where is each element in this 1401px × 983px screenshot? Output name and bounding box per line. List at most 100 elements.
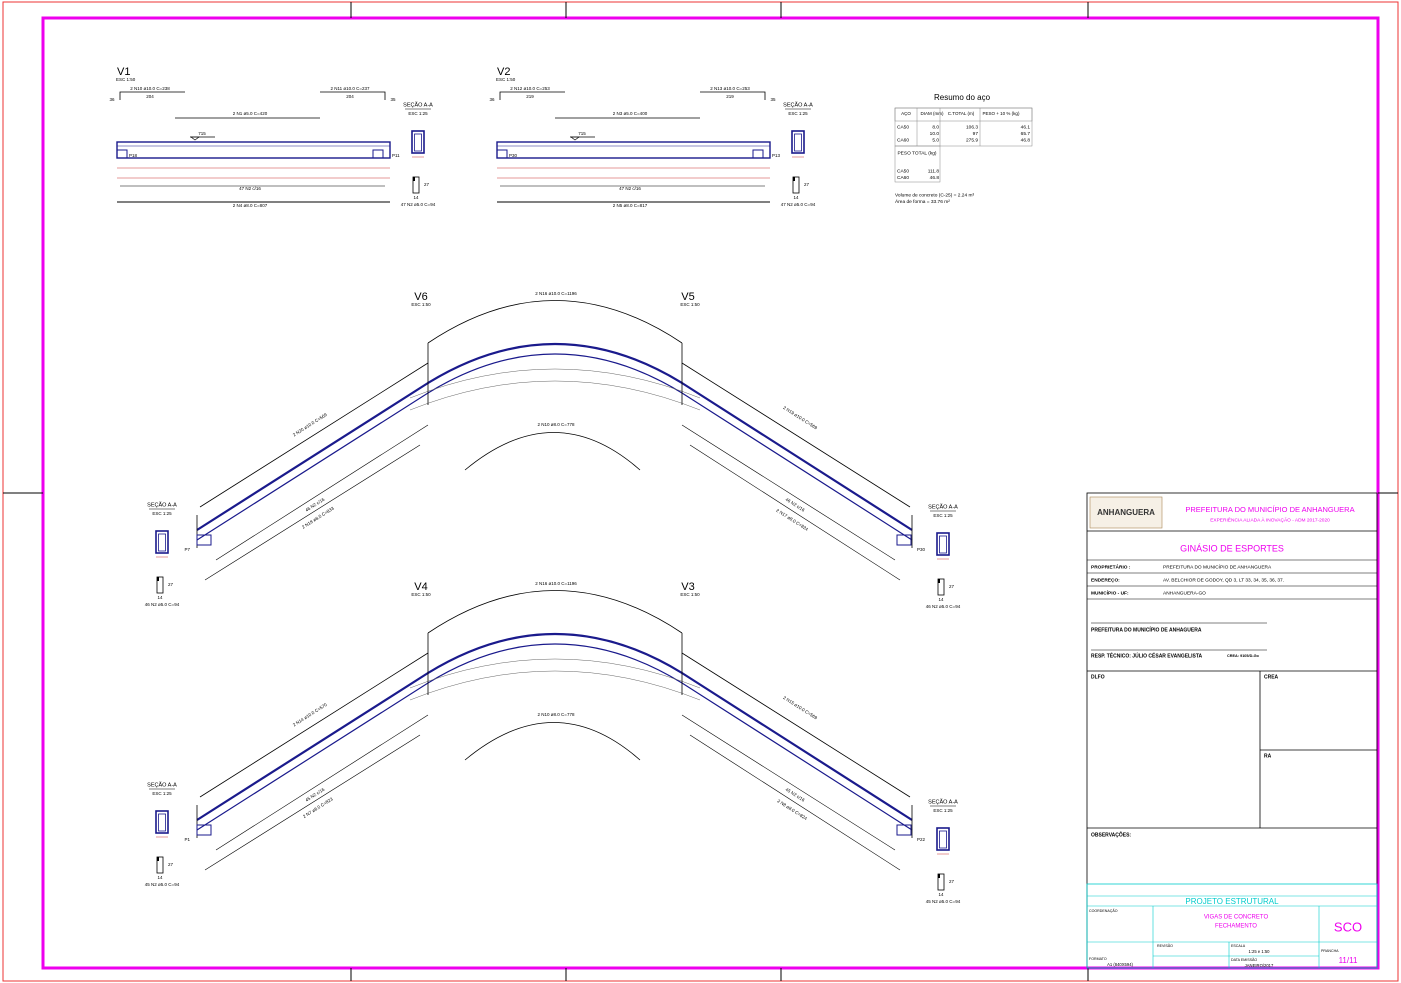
- label: ESC 1:50: [496, 77, 516, 82]
- beam-name: V3: [681, 581, 694, 593]
- label: 35: [390, 97, 396, 102]
- path: [427, 300, 683, 344]
- stirrup-shape: [156, 856, 164, 874]
- line: [215, 424, 429, 561]
- label: PESO TOTAL (kg): [897, 150, 936, 156]
- label: DIAM (mm): [921, 111, 944, 116]
- label: CA50: [897, 124, 909, 130]
- label: JANEIRO/2017: [1245, 963, 1274, 968]
- label: 36: [489, 97, 495, 102]
- label: DLFO: [1091, 674, 1105, 680]
- line: [199, 652, 429, 798]
- label: A1 (840X594): [1107, 962, 1133, 967]
- label: FORMATO: [1089, 957, 1107, 961]
- beam: [196, 633, 913, 821]
- stirrup-fill: [157, 857, 159, 861]
- section-inner: [158, 813, 166, 832]
- logo: ANHANGUERA: [1097, 508, 1155, 517]
- label: P13: [772, 153, 781, 158]
- label: 8.0: [932, 124, 939, 130]
- label: P11: [392, 153, 400, 158]
- stirrup-shape: [156, 576, 164, 594]
- path: [464, 432, 641, 471]
- stirrup-fill: [413, 177, 415, 181]
- support: [196, 824, 212, 836]
- section-inner: [939, 830, 947, 849]
- label: C.TOTAL (m): [948, 111, 975, 116]
- line: [215, 714, 429, 851]
- label: ESC 1:50: [680, 302, 700, 307]
- stirrup-label: 47 N2 ø5.0 C=94: [401, 202, 436, 207]
- label: 2 N12 ø10.0 C=253: [510, 86, 550, 91]
- label: AÇO: [901, 111, 911, 116]
- stirrup-label: 46 N2 ø5.0 C=94: [926, 604, 961, 609]
- stirrup-label: 45 N2 ø5.0 C=94: [145, 882, 180, 887]
- section-outline: [155, 530, 169, 554]
- support: [896, 534, 912, 546]
- section-title: SEÇÃO A-A: [783, 101, 813, 108]
- label: 715: [578, 131, 586, 136]
- label: 14: [938, 597, 944, 602]
- beam-name: V2: [497, 66, 510, 78]
- label: COORDENAÇÃO: [1089, 908, 1118, 913]
- section-scale: ESC 1:25: [788, 111, 808, 116]
- section-inner: [794, 133, 802, 152]
- beam-name: V4: [414, 581, 427, 593]
- label: 97: [973, 131, 979, 137]
- bar: [409, 658, 701, 689]
- label: 2 N5 ø8.0 C=817: [613, 203, 648, 208]
- bar: [409, 670, 701, 701]
- label: CREA: [1264, 674, 1279, 680]
- label: 2 N4 ø8.0 C=807: [233, 203, 268, 208]
- label: 27: [168, 862, 174, 867]
- section-outline: [936, 532, 950, 556]
- label: VIGAS DE CONCRETO: [1204, 915, 1269, 921]
- label: FECHAMENTO: [1215, 924, 1257, 930]
- label: PESO + 10 % (kg): [983, 111, 1020, 116]
- label: 65.7: [1021, 131, 1031, 137]
- label: ESCALA: [1231, 944, 1246, 948]
- label: 14: [157, 875, 163, 880]
- line: [689, 734, 901, 871]
- label: 715: [198, 131, 206, 136]
- path: [119, 91, 185, 100]
- path: [700, 91, 766, 100]
- beam: [196, 643, 913, 831]
- label: PROPRIETÁRIO :: [1091, 563, 1131, 570]
- support: [496, 149, 508, 159]
- label: 27: [804, 182, 810, 187]
- label: P18: [129, 153, 138, 158]
- label: 2 N16 ø10.0 C=1196: [535, 581, 577, 586]
- label: 36: [109, 97, 115, 102]
- section-scale: ESC 1:25: [933, 808, 953, 813]
- label: 2 N10 ø10.0 C=238: [130, 86, 170, 91]
- label: ESC 1:50: [411, 302, 431, 307]
- label: 2 N1 ø5.0 C=420: [233, 111, 268, 116]
- org: PREFEITURA DO MUNICÍPIO DE ANHANGUERA: [1185, 505, 1354, 514]
- section-inner: [414, 133, 422, 152]
- label: 219: [726, 94, 734, 99]
- section-title: SEÇÃO A-A: [928, 503, 958, 510]
- label: P22: [917, 837, 926, 842]
- label: PREFEITURA DO MUNICÍPIO DE ANHAGUERA: [1091, 625, 1202, 633]
- section-scale: ESC 1:25: [408, 111, 428, 116]
- section-outline: [155, 810, 169, 834]
- section-scale: ESC 1:25: [933, 513, 953, 518]
- project-title: GINÁSIO DE ESPORTES: [1180, 543, 1284, 553]
- stirrup-fill: [938, 874, 940, 878]
- support: [896, 824, 912, 836]
- support: [372, 149, 384, 159]
- label: 106.3: [966, 124, 978, 130]
- path: [320, 91, 386, 100]
- label: 219: [526, 94, 534, 99]
- label: 35: [770, 97, 776, 102]
- label: 46.8: [930, 175, 940, 181]
- stirrup-fill: [793, 177, 795, 181]
- label: P7: [184, 547, 190, 552]
- label: 14: [793, 195, 799, 200]
- stirrup-shape: [792, 176, 800, 194]
- label: 1:25 e 1:50: [1249, 949, 1271, 954]
- section-inner: [158, 533, 166, 552]
